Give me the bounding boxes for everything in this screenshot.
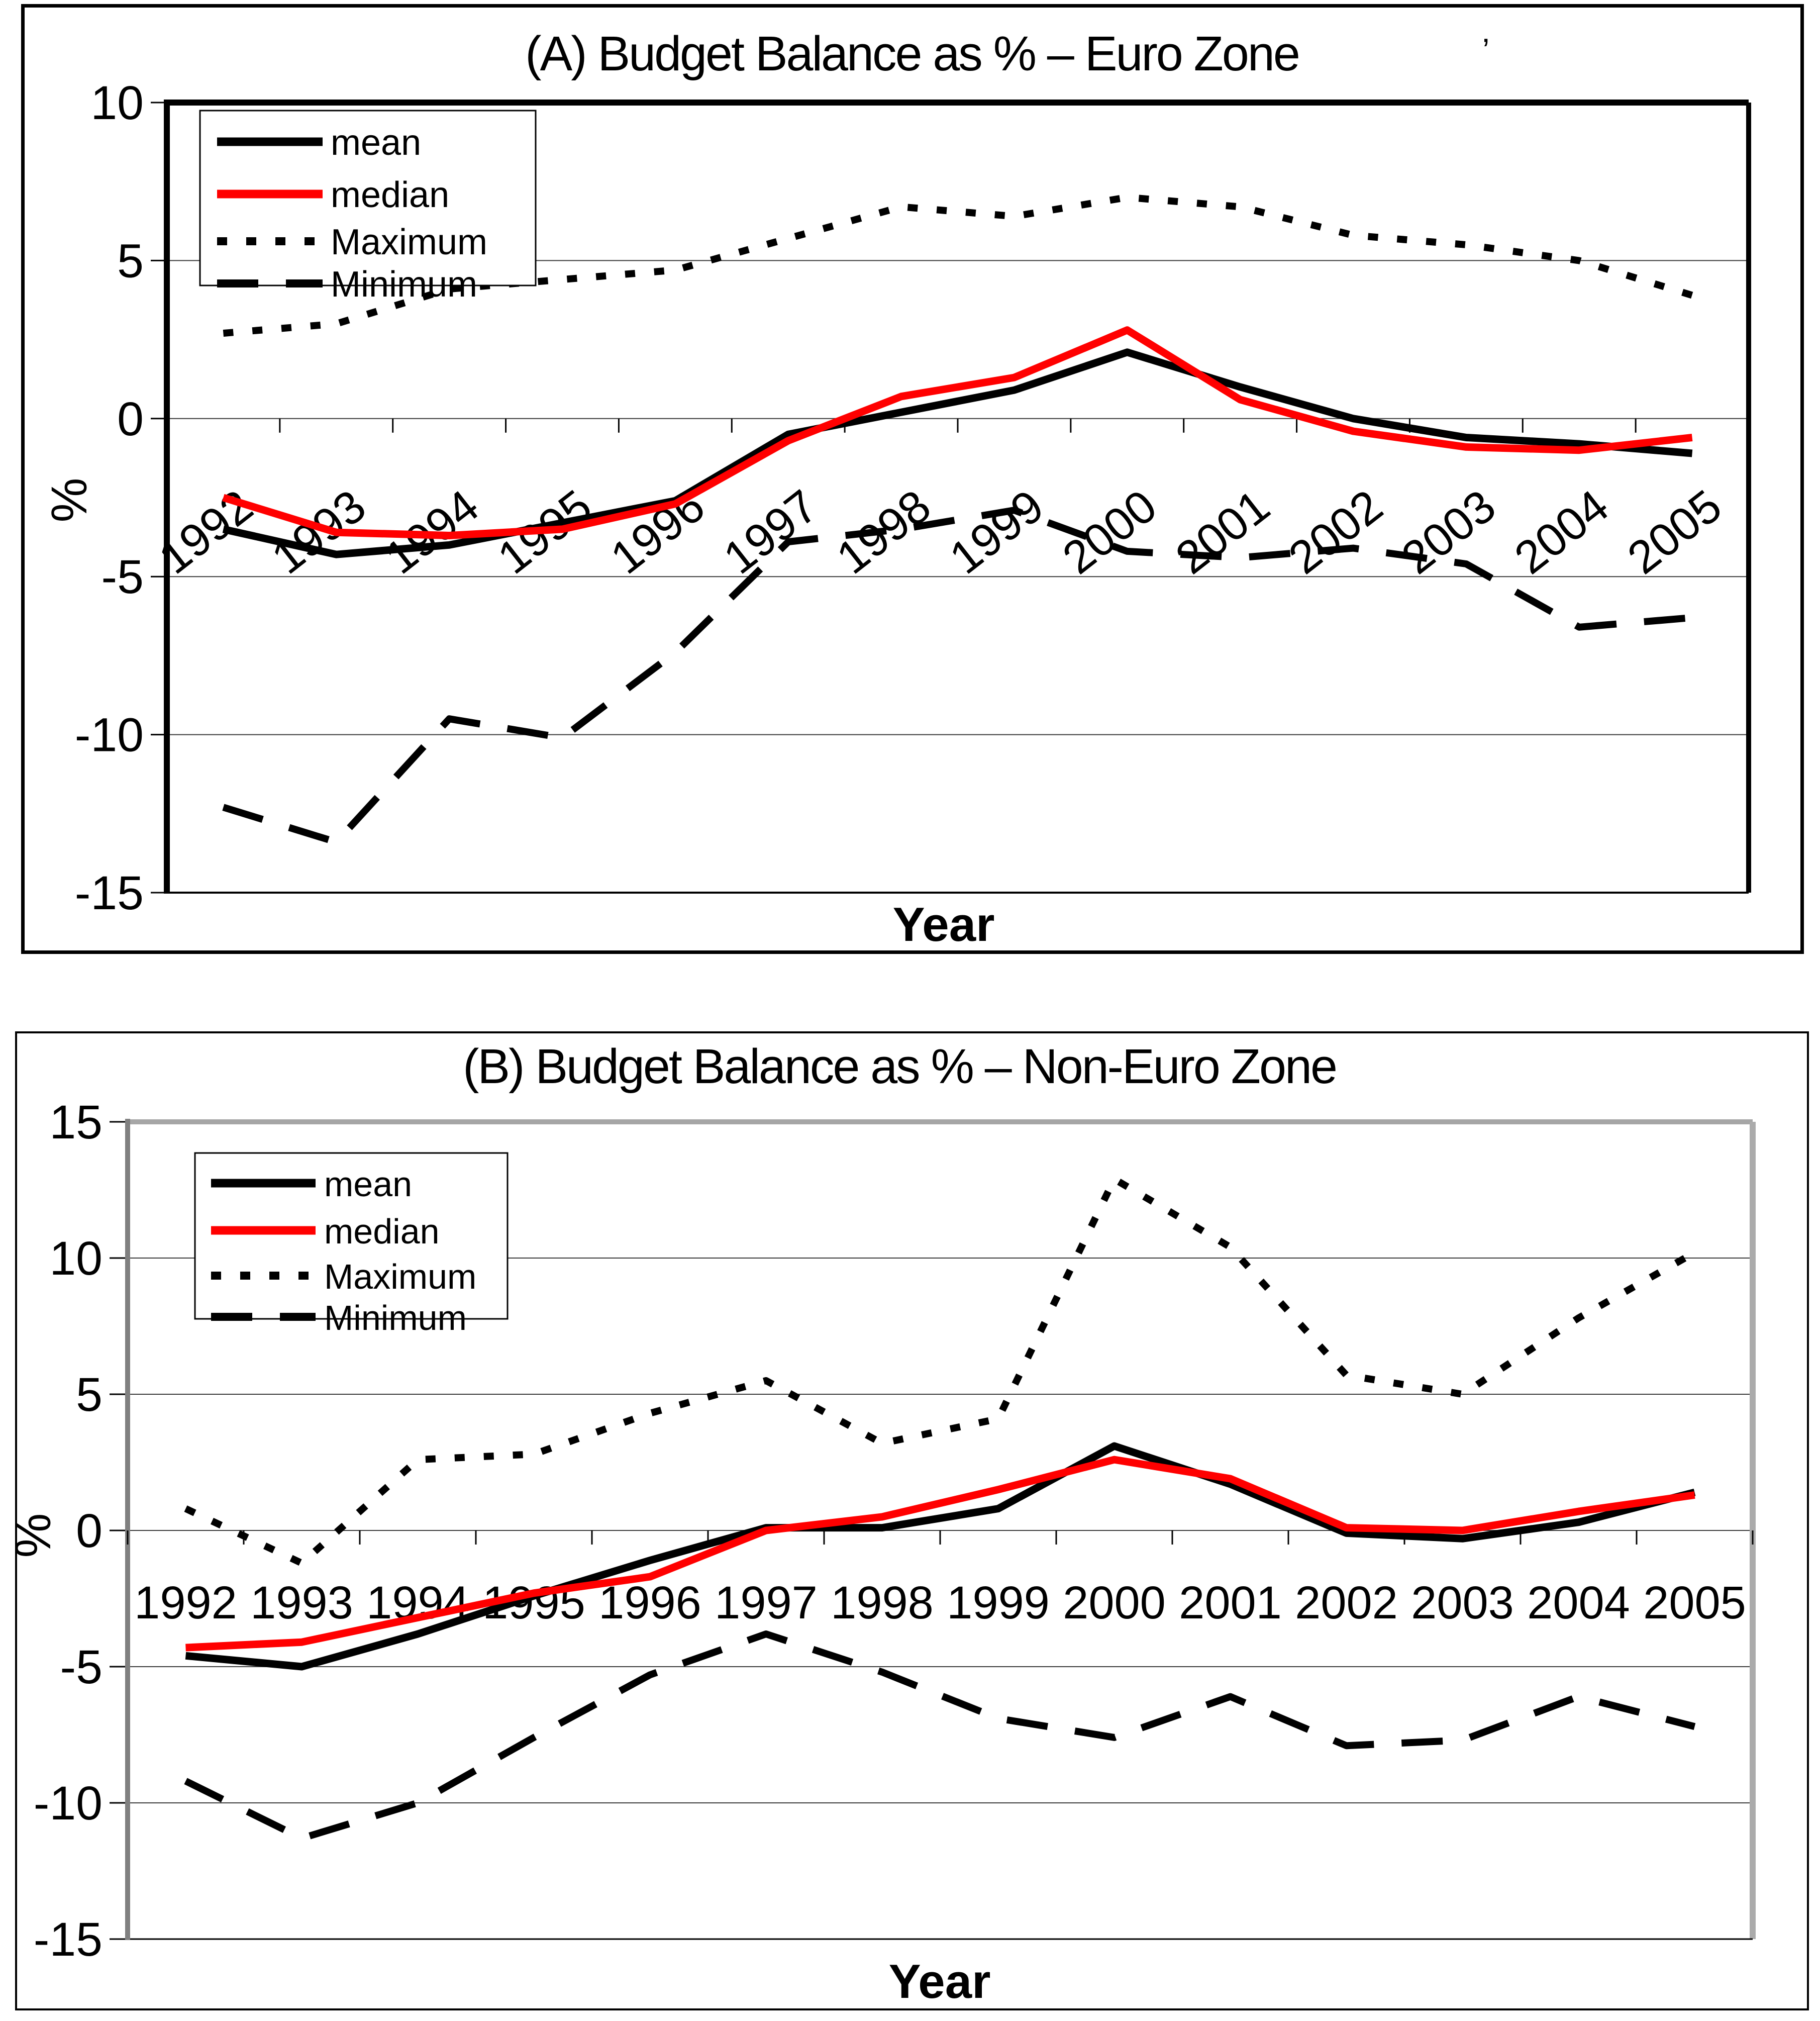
- legend-median-label: median: [331, 175, 449, 215]
- series-mean-line: [185, 1442, 1696, 1671]
- legend-mean-label: mean: [331, 123, 421, 163]
- y-tick-label: 10: [90, 76, 144, 130]
- y-tick-label: -10: [75, 709, 144, 762]
- legend-median-label: median: [324, 1212, 440, 1251]
- x-tick-label: 1997: [715, 1577, 818, 1628]
- x-tick-label: 2003: [1392, 480, 1505, 584]
- y-tick-label: 5: [117, 234, 144, 287]
- chart-title: (A) Budget Balance as % – Euro Zone: [525, 26, 1299, 81]
- y-tick-label: 0: [117, 393, 144, 446]
- x-tick-label: 1993: [250, 1577, 353, 1628]
- x-tick-label: 2004: [1505, 480, 1618, 584]
- y-tick-label: -15: [34, 1913, 103, 1966]
- x-tick-label: 1992: [134, 1577, 237, 1628]
- series-mean-line: [222, 348, 1693, 558]
- x-tick-label: 2001: [1166, 480, 1279, 584]
- x-tick-label: 2002: [1295, 1577, 1398, 1628]
- legend-maximum-label: Maximum: [331, 222, 487, 262]
- x-tick-label: 1997: [715, 480, 827, 584]
- series-median-line: [222, 326, 1693, 539]
- legend-mean-label: mean: [324, 1165, 412, 1204]
- x-tick-label: 2002: [1279, 480, 1392, 584]
- x-tick-label: 1999: [947, 1577, 1050, 1628]
- x-axis-title: Year: [893, 898, 995, 951]
- legend-minimum-label: Minimum: [324, 1298, 467, 1337]
- x-tick-label: 2004: [1527, 1577, 1630, 1628]
- x-tick-label: 2003: [1411, 1577, 1514, 1628]
- y-tick-label: 15: [49, 1096, 103, 1149]
- x-tick-label: 2005: [1619, 480, 1731, 584]
- series-minimum-line: [184, 1630, 1696, 1842]
- series-minimum-line: [222, 507, 1693, 846]
- y-axis-title: %: [5, 1513, 61, 1558]
- y-tick-label: -5: [60, 1641, 103, 1694]
- x-tick-label: 1996: [598, 1577, 701, 1628]
- x-axis-title: Year: [889, 1955, 991, 2008]
- x-tick-label: 2000: [1063, 1577, 1166, 1628]
- y-tick-label: -15: [75, 867, 144, 920]
- y-tick-label: 5: [76, 1368, 103, 1421]
- x-tick-label: 2005: [1643, 1577, 1746, 1628]
- series-median-line: [185, 1456, 1695, 1652]
- chart-title: (B) Budget Balance as % – Non-Euro Zone: [463, 1039, 1336, 1094]
- x-tick-label: 1998: [831, 1577, 934, 1628]
- y-axis-title: %: [41, 478, 97, 523]
- x-tick-label: 1999: [941, 480, 1053, 584]
- y-tick-label: 0: [76, 1504, 103, 1558]
- stray-mark: ʼ: [1482, 33, 1490, 70]
- y-tick-label: -5: [102, 550, 144, 604]
- legend-maximum-label: Maximum: [324, 1257, 476, 1296]
- y-tick-label: -10: [34, 1777, 103, 1830]
- legend-minimum-label: Minimum: [331, 264, 477, 305]
- x-tick-label: 2001: [1179, 1577, 1282, 1628]
- y-tick-label: 10: [49, 1232, 103, 1285]
